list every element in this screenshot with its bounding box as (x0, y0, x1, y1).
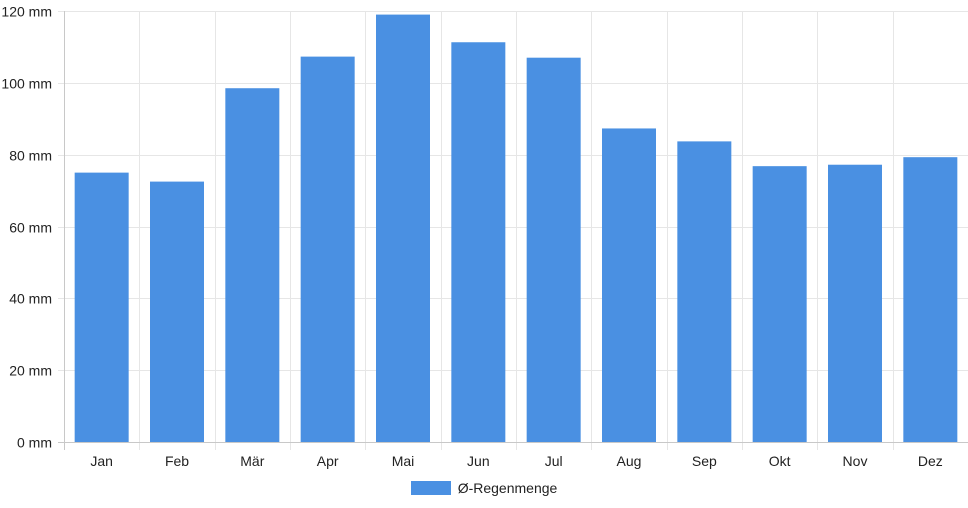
y-tick-label: 0 mm (17, 435, 52, 451)
bars (74, 14, 958, 443)
x-tick-label: Mär (240, 453, 264, 469)
x-tick-label: Jul (545, 453, 563, 469)
bar[interactable] (376, 14, 430, 442)
y-tick-label: 80 mm (9, 148, 52, 164)
legend-swatch (410, 481, 451, 495)
bar[interactable] (150, 181, 204, 442)
bar[interactable] (74, 172, 129, 442)
y-tick-label: 40 mm (9, 291, 52, 307)
bar[interactable] (677, 141, 732, 442)
bar[interactable] (451, 42, 506, 443)
y-tick-label: 100 mm (1, 76, 52, 92)
x-tick-labels: Jan Feb Mär Apr Mai Jun Jul Aug Sep Okt Nov Dez (90, 453, 942, 469)
x-tick-label: Dez (918, 453, 943, 469)
x-tick-label: Jan (90, 453, 113, 469)
bar[interactable] (300, 56, 355, 442)
bar[interactable] (903, 157, 958, 442)
y-tick-labels: 0 mm 20 mm 40 mm 60 mm 80 mm 100 mm 120 mm (1, 4, 52, 451)
axes (58, 11, 968, 450)
y-tick-label: 120 mm (1, 4, 52, 20)
x-tick-label: Aug (617, 453, 642, 469)
x-tick-label: Mai (392, 453, 415, 469)
bar[interactable] (526, 57, 581, 443)
x-tick-label: Feb (165, 453, 189, 469)
bar[interactable] (602, 128, 656, 442)
legend[interactable]: Ø-Regenmenge (0, 480, 968, 496)
y-tick-label: 60 mm (9, 220, 52, 236)
x-tick-label: Jun (467, 453, 490, 469)
x-tick-label: Apr (317, 453, 339, 469)
x-tick-label: Sep (692, 453, 717, 469)
bar[interactable] (828, 164, 882, 442)
bar-chart: 0 mm 20 mm 40 mm 60 mm 80 mm 100 mm 120 mm Jan… (1, 4, 968, 469)
x-tick-label: Nov (843, 453, 868, 469)
bar[interactable] (752, 166, 807, 442)
y-tick-label: 20 mm (9, 363, 52, 379)
x-tick-label: Okt (769, 453, 791, 469)
grid (58, 11, 968, 450)
bar[interactable] (225, 88, 280, 443)
legend-label: Ø-Regenmenge (457, 480, 558, 496)
